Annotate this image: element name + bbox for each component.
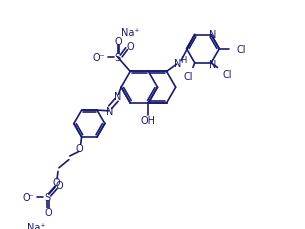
Text: N: N: [106, 106, 113, 116]
Text: H: H: [180, 56, 186, 65]
Text: O: O: [56, 180, 64, 190]
Text: Cl: Cl: [237, 44, 246, 55]
Text: O: O: [93, 53, 100, 63]
Text: O: O: [44, 207, 52, 217]
Text: O: O: [126, 42, 134, 52]
Text: Na⁺: Na⁺: [121, 28, 140, 38]
Text: O: O: [115, 37, 122, 47]
Text: S: S: [114, 53, 120, 63]
Text: Cl: Cl: [223, 69, 232, 79]
Text: Cl: Cl: [184, 71, 193, 81]
Text: ⁻: ⁻: [98, 53, 104, 63]
Text: N: N: [209, 60, 217, 69]
Text: O: O: [22, 192, 30, 202]
Text: Na⁺: Na⁺: [27, 222, 45, 229]
Text: N: N: [114, 92, 121, 102]
Text: S: S: [44, 192, 50, 202]
Text: N: N: [209, 30, 217, 39]
Text: OH: OH: [141, 116, 156, 126]
Text: O: O: [52, 177, 60, 188]
Text: ⁻: ⁻: [27, 192, 34, 202]
Text: N: N: [174, 59, 181, 69]
Text: O: O: [76, 143, 84, 153]
